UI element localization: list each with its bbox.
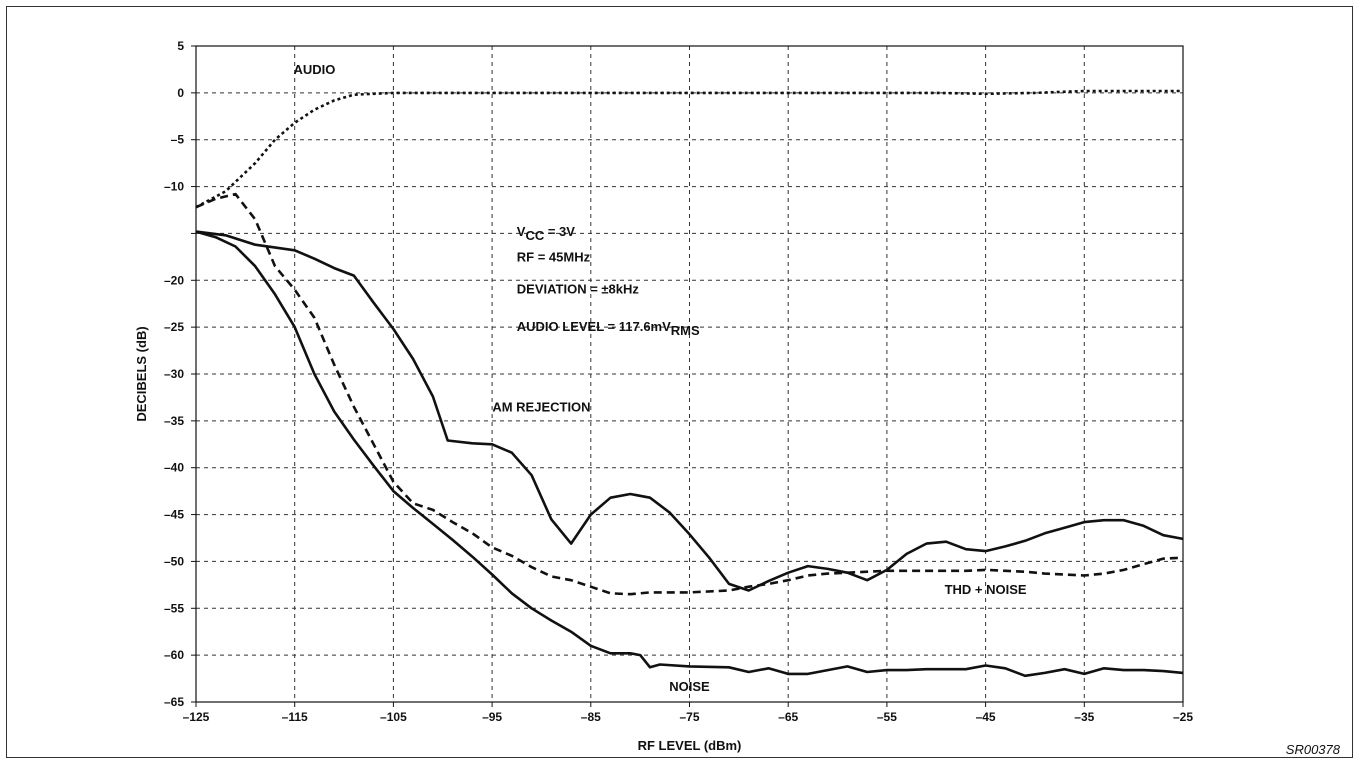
y-tick-label: –50 — [164, 554, 184, 568]
x-tick-label: –25 — [1173, 710, 1193, 724]
series-noise-line — [195, 230, 1184, 678]
audio-level-subscript: RMS — [671, 323, 700, 338]
y-tick-label: –60 — [164, 648, 184, 662]
vcc-suffix: = 3V — [544, 224, 575, 239]
x-tick-label: –55 — [877, 710, 897, 724]
series-labels: AUDIO AM REJECTION THD + NOISE NOISE — [293, 62, 1026, 694]
series-group — [195, 89, 1184, 678]
x-tick-label: –115 — [282, 710, 308, 724]
series-label-am-rejection: AM REJECTION — [492, 399, 590, 414]
y-tick-label: –40 — [164, 461, 184, 475]
x-tick-label: –45 — [976, 710, 996, 724]
x-tick-label: –35 — [1074, 710, 1094, 724]
x-tick-label: –65 — [778, 710, 798, 724]
series-audio-line — [195, 89, 1183, 209]
x-tick-label: –95 — [482, 710, 502, 724]
y-tick-label: –25 — [164, 320, 184, 334]
axis-ticks: –125 –115 –105 –95 –85 –75 –65 –55 –45 –35 –25 5 0 –5… — [164, 39, 1193, 724]
series-thd-noise-line — [195, 192, 1184, 596]
x-tick-label: –85 — [581, 710, 601, 724]
x-axis-label: RF LEVEL (dBm) — [638, 738, 742, 753]
y-tick-label: 0 — [177, 86, 184, 100]
y-axis-label: DECIBELS (dB) — [134, 326, 149, 421]
x-tick-label: –75 — [679, 710, 699, 724]
vcc-prefix: V — [517, 224, 526, 239]
series-label-thd-noise: THD + NOISE — [945, 582, 1027, 597]
vcc-note: VCC = 3V — [517, 224, 575, 243]
series-am-rejection-line — [195, 230, 1184, 592]
y-tick-label: –20 — [164, 273, 184, 287]
series-label-noise: NOISE — [669, 679, 710, 694]
y-tick-label: –30 — [164, 367, 184, 381]
y-tick-label: –35 — [164, 414, 184, 428]
y-tick-label: –5 — [171, 133, 185, 147]
vcc-subscript: CC — [525, 228, 544, 243]
audio-level-prefix: AUDIO LEVEL = 117.6mV — [517, 319, 671, 334]
figure-code: SR00378 — [1286, 742, 1341, 757]
conditions-annotation: VCC = 3V RF = 45MHz DEVIATION = ±8kHz AU… — [517, 224, 700, 338]
series-label-audio: AUDIO — [293, 62, 335, 77]
x-tick-label: –125 — [183, 710, 210, 724]
audio-level-note: AUDIO LEVEL = 117.6mVRMS — [517, 319, 700, 338]
y-tick-label: 5 — [177, 39, 184, 53]
deviation-note: DEVIATION = ±8kHz — [517, 281, 640, 296]
x-tick-label: –105 — [380, 710, 407, 724]
y-tick-label: –65 — [164, 695, 184, 709]
y-tick-label: –55 — [164, 601, 184, 615]
y-tick-label: –10 — [164, 180, 184, 194]
rf-note: RF = 45MHz — [517, 250, 591, 265]
y-tick-label: –45 — [164, 508, 184, 522]
grid — [196, 46, 1183, 702]
figure-frame — [6, 6, 1353, 758]
